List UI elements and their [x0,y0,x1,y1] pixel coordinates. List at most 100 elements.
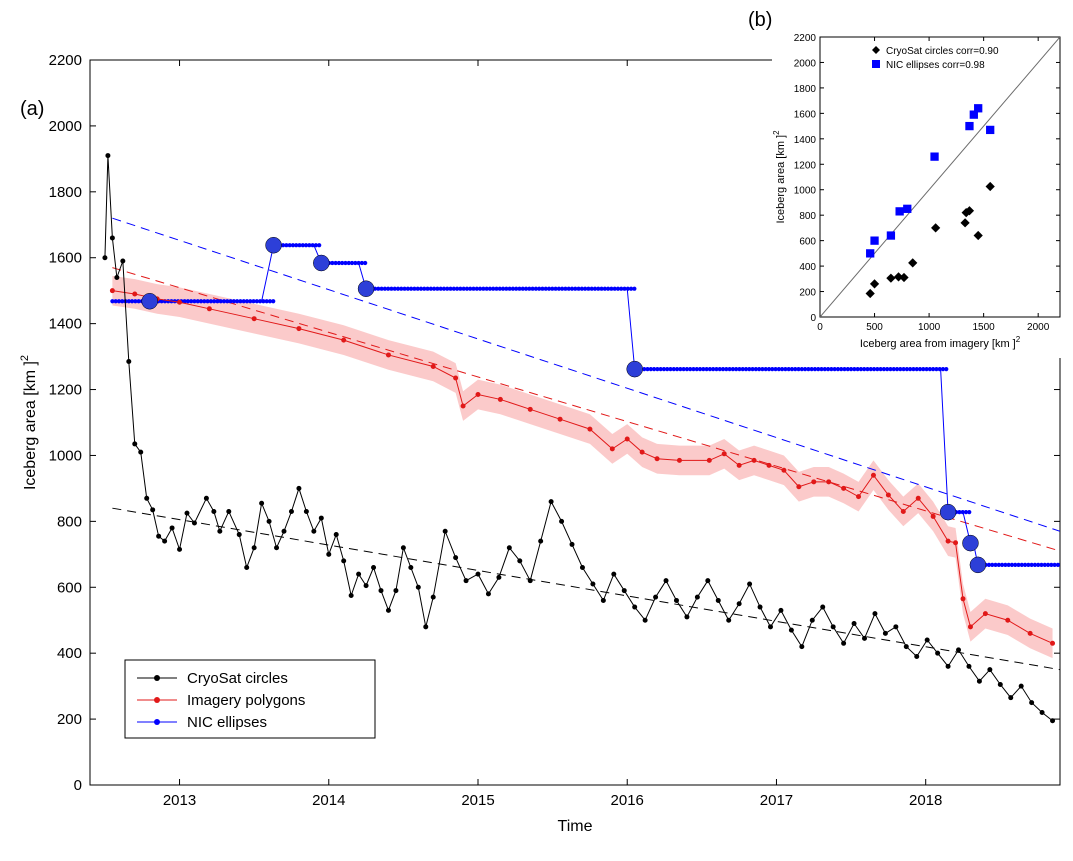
nic-marker [485,287,488,290]
nic-marker [823,368,826,371]
nic-marker [442,287,445,290]
imagery-marker [737,463,741,467]
inset-legend-label: CryoSat circles corr=0.90 [886,46,999,57]
nic-marker [1056,563,1059,566]
cryosat-marker [1040,711,1044,715]
nic-marker [331,261,334,264]
cryosat-marker [157,534,161,538]
nic-marker [482,287,485,290]
nic-change-dot [970,557,986,573]
cryosat-marker [454,556,458,560]
nic-marker [209,300,212,303]
cryosat-marker [342,559,346,563]
nic-marker [1000,563,1003,566]
nic-marker [508,287,511,290]
nic-marker [843,368,846,371]
cryosat-marker [327,552,331,556]
nic-marker [547,287,550,290]
nic-marker [928,368,931,371]
nic-marker [344,261,347,264]
nic-marker [511,287,514,290]
cryosat-marker [998,682,1002,686]
nic-marker [593,287,596,290]
nic-marker [314,244,317,247]
cryosat-marker [883,631,887,635]
nic-change-dot [940,504,956,520]
nic-marker [846,368,849,371]
cryosat-marker [260,501,264,505]
cryosat-marker [528,579,532,583]
imagery-marker [677,458,681,462]
nic-marker [859,368,862,371]
nic-marker [695,368,698,371]
nic-marker [561,287,564,290]
cryosat-marker [925,638,929,642]
nic-marker [564,287,567,290]
trend-black [112,508,1060,669]
nic-marker [1027,563,1030,566]
cryosat-marker [275,546,279,550]
imagery-marker [528,407,532,411]
imagery-marker [797,485,801,489]
cryosat-marker [904,645,908,649]
nic-marker [659,368,662,371]
nic-marker [436,287,439,290]
cryosat-marker [685,615,689,619]
nic-point [930,152,938,160]
xtick-label: 2016 [611,792,644,809]
nic-marker [1010,563,1013,566]
nic-marker [252,300,255,303]
nic-marker [239,300,242,303]
nic-marker [741,368,744,371]
nic-marker [728,368,731,371]
nic-marker [203,300,206,303]
nic-marker [652,368,655,371]
nic-marker [446,287,449,290]
nic-marker [213,300,216,303]
ytick-label: 2000 [49,118,82,135]
cryosat-marker [549,500,553,504]
nic-point [866,249,874,257]
imagery-marker [722,452,726,456]
cryosat-marker [737,602,741,606]
cryosat-marker [163,539,167,543]
nic-marker [255,300,258,303]
xtick-label: 2013 [163,792,196,809]
nic-marker [1020,563,1023,566]
cryosat-marker [643,618,647,622]
nic-marker [754,368,757,371]
cryosat-marker [633,605,637,609]
nic-marker [232,300,235,303]
nic-marker [997,563,1000,566]
nic-marker [282,244,285,247]
nic-marker [597,287,600,290]
cryosat-marker [379,589,383,593]
cryosat-marker [364,584,368,588]
inset-ytick: 0 [810,313,816,324]
nic-marker [968,511,971,514]
nic-marker [268,300,271,303]
nic-marker [721,368,724,371]
nic-marker [265,300,268,303]
inset-plot: 0200400600800100012001400160018002000220… [772,0,1064,358]
nic-point [895,207,903,215]
inset-ytick: 2200 [794,33,817,44]
cryosat-marker [1051,719,1055,723]
nic-marker [308,244,311,247]
inset-xtick: 2000 [1027,322,1050,333]
nic-marker [945,368,948,371]
nic-marker [505,287,508,290]
nic-marker [610,287,613,290]
nic-marker [206,300,209,303]
nic-marker [856,368,859,371]
nic-marker [708,368,711,371]
nic-marker [488,287,491,290]
nic-marker [1014,563,1017,566]
nic-marker [767,368,770,371]
imagery-marker [886,493,890,497]
nic-marker [932,368,935,371]
ytick-label: 1400 [49,316,82,333]
nic-marker [718,368,721,371]
cryosat-marker [601,598,605,602]
nic-marker [222,300,225,303]
